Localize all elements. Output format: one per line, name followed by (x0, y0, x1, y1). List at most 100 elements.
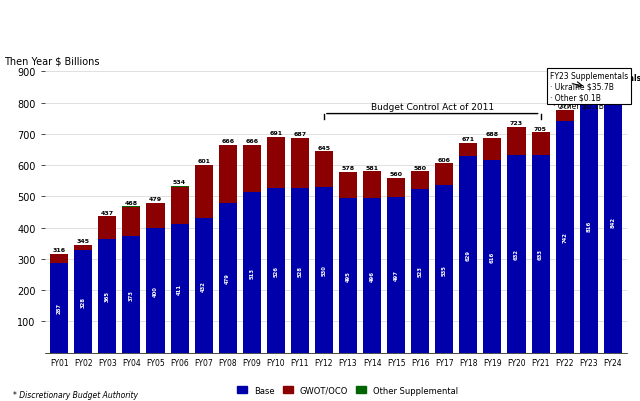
Text: 580: 580 (413, 166, 427, 170)
Text: 497: 497 (394, 270, 399, 281)
Bar (195, 166, 212, 218)
Text: 852: 852 (582, 81, 595, 85)
Bar (170, 186, 189, 187)
Text: 601: 601 (197, 159, 210, 164)
Text: 842: 842 (611, 216, 615, 227)
Text: Budget Control Act of 2011: Budget Control Act of 2011 (371, 103, 494, 112)
Text: * Discretionary Budget Authority: * Discretionary Budget Authority (13, 390, 138, 399)
Bar (460, 157, 477, 353)
Bar (99, 239, 116, 353)
Legend: Base, GWOT/OCO, Other Supplemental: Base, GWOT/OCO, Other Supplemental (234, 382, 461, 398)
Bar (580, 87, 598, 98)
Bar (243, 193, 260, 353)
Text: 373: 373 (129, 289, 134, 300)
Text: 560: 560 (390, 172, 403, 177)
Text: 287: 287 (57, 303, 61, 314)
Bar (291, 188, 309, 353)
Bar (267, 189, 285, 353)
Bar (50, 263, 68, 353)
Text: 468: 468 (125, 200, 138, 205)
Text: 645: 645 (317, 145, 330, 150)
Bar (170, 187, 189, 225)
Bar (580, 98, 598, 353)
Text: 691: 691 (269, 131, 282, 136)
Text: 535: 535 (442, 264, 447, 275)
Bar (387, 198, 405, 353)
Text: 842: 842 (606, 84, 620, 89)
Bar (50, 254, 68, 263)
Bar (435, 164, 453, 186)
Bar (556, 111, 573, 122)
Bar (363, 198, 381, 353)
Bar (435, 186, 453, 353)
Text: 606: 606 (438, 157, 451, 162)
Bar (532, 133, 550, 156)
Text: · Ukraine $35.7B
· Other $0.1B: · Ukraine $35.7B · Other $0.1B (552, 91, 616, 110)
Text: 437: 437 (101, 210, 114, 215)
Text: 666: 666 (221, 139, 234, 144)
Bar (122, 207, 140, 237)
Bar (315, 152, 333, 188)
Bar (147, 228, 164, 353)
Bar (74, 245, 92, 251)
Text: 411: 411 (177, 283, 182, 294)
Bar (243, 145, 260, 193)
Bar (99, 217, 116, 239)
Bar (508, 128, 525, 156)
Text: 629: 629 (466, 249, 471, 260)
Bar (556, 122, 573, 353)
Bar (460, 144, 477, 157)
Bar (219, 145, 237, 203)
Text: 316: 316 (52, 248, 66, 253)
Bar (291, 139, 309, 188)
Bar (267, 138, 285, 189)
Text: 581: 581 (365, 165, 379, 170)
Text: 666: 666 (245, 139, 259, 144)
Bar (483, 138, 502, 161)
Bar (339, 198, 357, 353)
Text: 432: 432 (201, 280, 206, 291)
Text: 633: 633 (538, 249, 543, 260)
Bar (74, 251, 92, 353)
Text: 328: 328 (81, 296, 86, 307)
Text: Then Year $ Billions: Then Year $ Billions (4, 57, 100, 67)
Bar (604, 90, 622, 353)
Text: 345: 345 (77, 239, 90, 244)
Text: 479: 479 (149, 197, 162, 202)
Bar (508, 156, 525, 353)
Bar (147, 203, 164, 228)
Bar (195, 218, 212, 353)
Text: 688: 688 (486, 132, 499, 137)
Text: 528: 528 (298, 265, 303, 276)
Text: 513: 513 (249, 267, 254, 278)
Bar (412, 172, 429, 190)
Bar (170, 225, 189, 353)
Text: 777: 777 (558, 104, 571, 109)
Text: 479: 479 (225, 273, 230, 284)
Bar (532, 156, 550, 353)
Text: FY23 Supplementals
· Ukraine $35.7B
· Other $0.1B: FY23 Supplementals · Ukraine $35.7B · Ot… (550, 72, 628, 102)
Text: 742: 742 (562, 232, 567, 243)
Bar (122, 237, 140, 353)
Text: 534: 534 (173, 180, 186, 185)
Text: 523: 523 (418, 266, 423, 277)
Text: 632: 632 (514, 249, 519, 260)
Bar (315, 188, 333, 353)
Text: 365: 365 (105, 290, 110, 302)
Bar (387, 178, 405, 198)
Text: 400: 400 (153, 285, 158, 296)
Text: 687: 687 (293, 132, 307, 137)
Bar (483, 161, 502, 353)
Text: 526: 526 (273, 265, 278, 276)
Text: 671: 671 (462, 137, 475, 142)
Text: 705: 705 (534, 126, 547, 132)
Text: 578: 578 (342, 166, 355, 171)
Text: 723: 723 (510, 121, 523, 126)
Bar (363, 172, 381, 198)
Text: 616: 616 (490, 251, 495, 262)
Bar (412, 190, 429, 353)
Bar (339, 172, 357, 198)
Text: FY23 Supplementals: FY23 Supplementals (552, 74, 640, 83)
Text: 495: 495 (346, 270, 351, 281)
Text: 530: 530 (321, 265, 326, 275)
